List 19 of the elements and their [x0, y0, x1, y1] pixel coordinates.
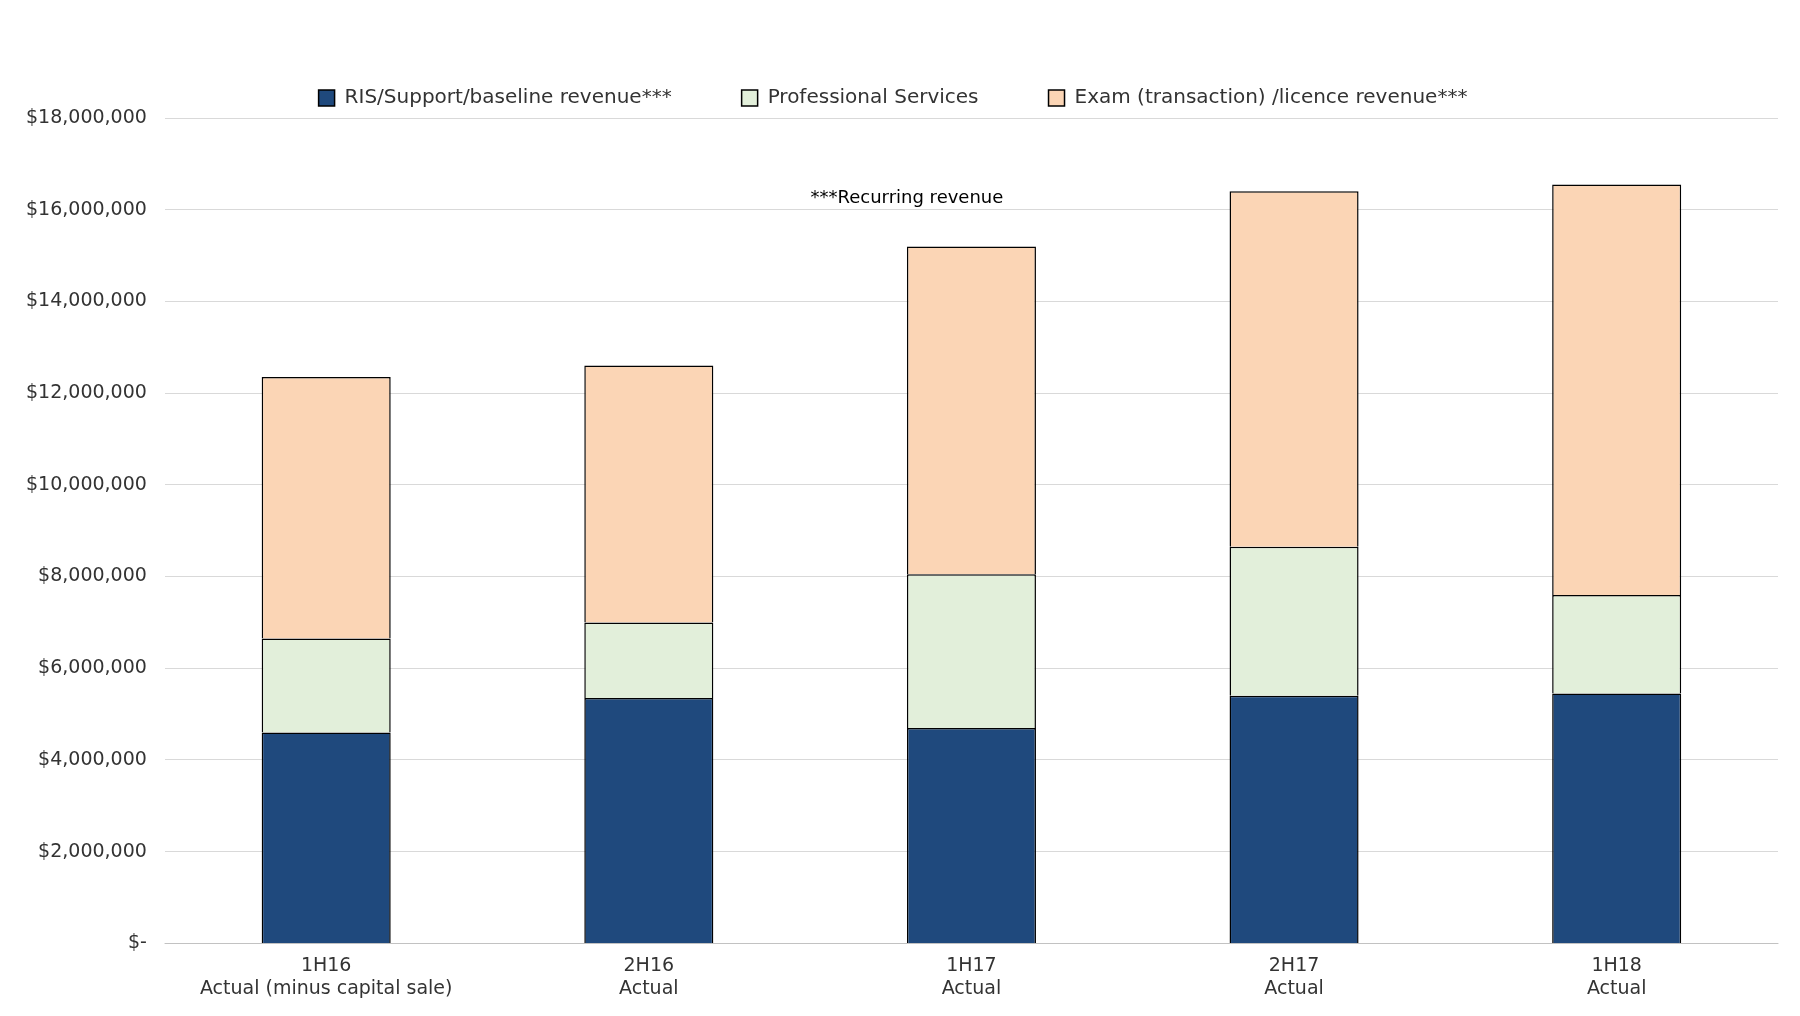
x-tick-label: 2H16 Actual: [619, 952, 679, 998]
y-tick-label: $12,000,000: [26, 380, 147, 403]
y-tick-label: $-: [127, 930, 147, 953]
y-tick-label: $8,000,000: [38, 563, 147, 586]
x-tick-label: 1H16 Actual (minus capital sale): [199, 952, 453, 998]
x-tick-label: 1H17 Actual: [941, 952, 1002, 998]
annotation: ***Recurring revenue: [810, 185, 1004, 207]
y-tick-label: $4,000,000: [38, 746, 147, 769]
legend-label: Exam (transaction) /licence revenue***: [1074, 84, 1468, 109]
x-tick-label: 1H18 Actual: [1586, 952, 1647, 998]
y-tick-label: $10,000,000: [26, 471, 147, 494]
y-tick-label: $2,000,000: [38, 838, 147, 861]
y-tick-label: $6,000,000: [38, 655, 147, 678]
y-tick-label: $18,000,000: [26, 104, 147, 127]
legend-label: Professional Services: [767, 84, 979, 109]
y-tick-label: $16,000,000: [26, 196, 147, 219]
y-tick-label: $14,000,000: [26, 288, 147, 311]
legend-label: RIS/Support/baseline revenue***: [344, 84, 672, 109]
x-tick-label: 2H17 Actual: [1264, 952, 1324, 998]
